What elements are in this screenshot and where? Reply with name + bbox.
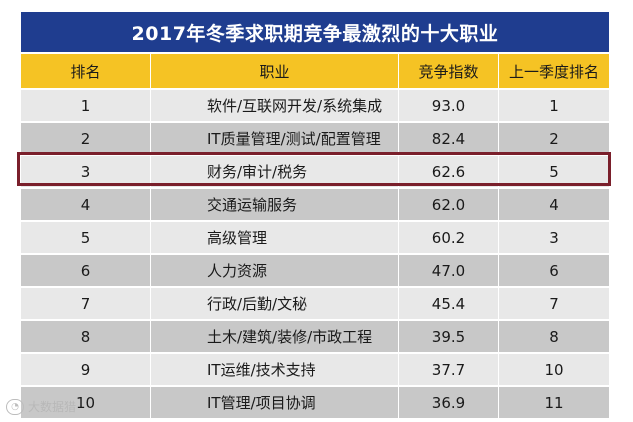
- cell-prev-rank: 11: [544, 393, 564, 412]
- cell-rank: 2: [21, 123, 151, 154]
- table-title: 2017年冬季求职期竞争最激烈的十大职业: [21, 12, 609, 52]
- cell-job: 交通运输服务: [151, 189, 399, 220]
- cell-job: IT管理/项目协调: [151, 387, 399, 418]
- cell-prev-rank: 2: [549, 129, 559, 148]
- cell-rank: 10: [21, 387, 151, 418]
- table-row: 10 IT管理/项目协调 36.9 11: [21, 385, 609, 418]
- cell-rank: 7: [21, 288, 151, 319]
- cell-rank: 3: [21, 156, 151, 187]
- cell-rank: 4: [21, 189, 151, 220]
- table-row: 5 高级管理 60.2 3: [21, 220, 609, 253]
- cell-rank: 1: [21, 90, 151, 121]
- cell-score: 93.0: [399, 90, 499, 121]
- cell-rank: 5: [21, 222, 151, 253]
- header-job: 职业: [151, 54, 399, 88]
- cell-job: 行政/后勤/文秘: [151, 288, 399, 319]
- watermark: ◔ 大数据猎: [6, 398, 76, 415]
- header-score: 竞争指数: [399, 54, 499, 88]
- cell-score: 82.4: [399, 123, 499, 154]
- cell-prev-rank: 5: [549, 162, 559, 181]
- cell-job: 财务/审计/税务: [151, 156, 399, 187]
- cell-rank: 8: [21, 321, 151, 352]
- table-row: 9 IT运维/技术支持 37.7 10: [21, 352, 609, 385]
- table-row: 8 土木/建筑/装修/市政工程 39.5 8: [21, 319, 609, 352]
- watermark-logo-icon: ◔: [6, 398, 24, 415]
- cell-rank: 6: [21, 255, 151, 286]
- cell-prev-rank: 1: [549, 96, 559, 115]
- cell-job: IT质量管理/测试/配置管理: [151, 123, 399, 154]
- cell-score: 37.7: [399, 354, 499, 385]
- cell-rank: 9: [21, 354, 151, 385]
- cell-score: 60.2: [399, 222, 499, 253]
- table-row: 2 IT质量管理/测试/配置管理 82.4 2: [21, 121, 609, 154]
- table-row: 4 交通运输服务 62.0 4: [21, 187, 609, 220]
- cell-job: 软件/互联网开发/系统集成: [151, 90, 399, 121]
- cell-prev-rank: 10: [544, 360, 564, 379]
- table-row: 1 软件/互联网开发/系统集成 93.0 1: [21, 88, 609, 121]
- cell-prev-rank: 8: [549, 327, 559, 346]
- cell-job: 土木/建筑/装修/市政工程: [151, 321, 399, 352]
- cell-score: 47.0: [399, 255, 499, 286]
- cell-prev-rank: 6: [549, 261, 559, 280]
- cell-score: 45.4: [399, 288, 499, 319]
- cell-prev-rank: 7: [549, 294, 559, 313]
- cell-job: 人力资源: [151, 255, 399, 286]
- table-body: 1 软件/互联网开发/系统集成 93.0 1 2 IT质量管理/测试/配置管理 …: [21, 88, 609, 418]
- table-row-highlighted: 3 财务/审计/税务 62.6 5: [21, 154, 609, 187]
- table-row: 6 人力资源 47.0 6: [21, 253, 609, 286]
- cell-job: 高级管理: [151, 222, 399, 253]
- cell-score: 39.5: [399, 321, 499, 352]
- cell-prev-rank: 4: [549, 195, 559, 214]
- header-prev-rank: 上一季度排名: [508, 62, 599, 81]
- table-row: 7 行政/后勤/文秘 45.4 7: [21, 286, 609, 319]
- watermark-text: 大数据猎: [28, 400, 77, 414]
- cell-prev-rank: 3: [549, 228, 559, 247]
- rankings-table: 2017年冬季求职期竞争最激烈的十大职业 排名 职业 竞争指数 上一季度排名 1…: [17, 12, 611, 418]
- cell-score: 62.0: [399, 189, 499, 220]
- cell-score: 62.6: [399, 156, 499, 187]
- header-rank: 排名: [21, 54, 151, 88]
- cell-job: IT运维/技术支持: [151, 354, 399, 385]
- cell-score: 36.9: [399, 387, 499, 418]
- table-header: 排名 职业 竞争指数 上一季度排名: [21, 54, 609, 88]
